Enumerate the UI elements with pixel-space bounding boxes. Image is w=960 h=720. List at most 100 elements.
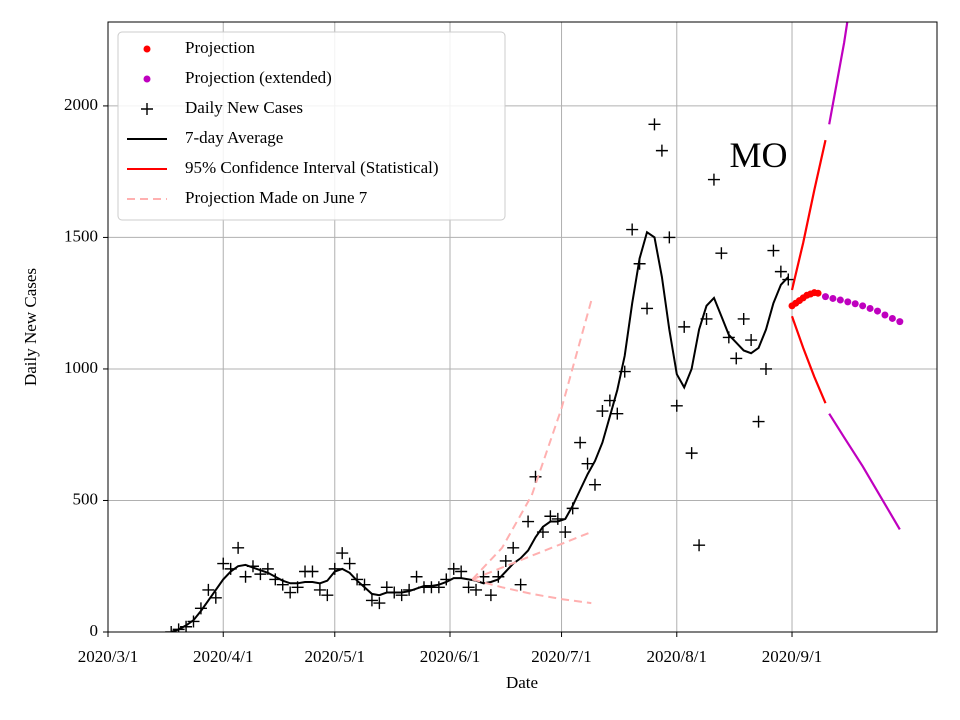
x-tick-label: 2020/6/1	[420, 647, 480, 666]
legend-symbol	[143, 45, 151, 53]
legend-label: Daily New Cases	[185, 98, 303, 117]
case-marker	[284, 586, 297, 599]
legend-symbol	[143, 75, 151, 83]
projection-dot	[829, 294, 837, 302]
y-tick-label: 2000	[64, 95, 98, 114]
case-marker	[343, 557, 356, 570]
case-marker	[306, 565, 319, 578]
case-marker	[767, 244, 780, 257]
legend-label: 95% Confidence Interval (Statistical)	[185, 158, 439, 177]
x-axis-label: Date	[506, 673, 538, 692]
x-tick-label: 2020/3/1	[78, 647, 138, 666]
case-marker	[581, 457, 594, 470]
case-marker	[462, 581, 475, 594]
legend-label: Projection Made on June 7	[185, 188, 368, 207]
case-marker	[336, 547, 349, 560]
projection-dot	[888, 314, 896, 322]
case-marker	[782, 273, 795, 286]
y-tick-label: 500	[73, 489, 99, 508]
case-marker	[670, 399, 683, 412]
legend-symbol	[141, 103, 153, 115]
legend: Projection Projection (extended) Daily New…	[117, 31, 506, 221]
x-tick-label: 2020/4/1	[193, 647, 253, 666]
case-marker	[626, 223, 639, 236]
ci-lower	[828, 413, 901, 530]
june-projection	[471, 300, 593, 581]
case-marker	[752, 415, 765, 428]
y-axis-label: Daily New Cases	[21, 268, 40, 386]
legend-label: Projection (extended)	[185, 68, 332, 87]
x-tick-label: 2020/5/1	[305, 647, 365, 666]
case-marker	[395, 589, 408, 602]
case-marker	[202, 583, 215, 596]
case-marker	[165, 626, 178, 632]
case-marker	[507, 541, 520, 554]
plot-area	[165, 22, 904, 632]
case-marker	[499, 554, 512, 567]
annotation: MO	[730, 135, 788, 175]
case-marker	[209, 591, 222, 604]
case-marker	[455, 565, 468, 578]
case-marker	[663, 231, 676, 244]
case-marker	[529, 470, 542, 483]
case-marker	[737, 312, 750, 325]
projection-dot	[851, 300, 859, 308]
case-marker	[492, 570, 505, 583]
case-marker	[715, 247, 728, 260]
case-marker	[730, 352, 743, 365]
june-projection	[472, 578, 592, 605]
case-marker	[759, 362, 772, 375]
case-marker	[470, 583, 483, 596]
case-marker	[693, 539, 706, 552]
projection-dot	[859, 302, 867, 310]
projection-dot	[866, 304, 874, 312]
y-tick-label: 1000	[64, 358, 98, 377]
case-marker	[432, 581, 445, 594]
plot-frame	[107, 21, 938, 633]
case-marker	[596, 405, 609, 418]
case-marker	[217, 557, 230, 570]
case-marker	[187, 615, 200, 628]
projection-dot	[896, 318, 904, 326]
ci-upper	[790, 139, 827, 291]
case-marker	[239, 570, 252, 583]
x-tick-label: 2020/9/1	[762, 647, 822, 666]
case-marker	[522, 515, 535, 528]
case-marker	[707, 173, 720, 186]
june-projection	[471, 531, 592, 581]
legend-label: Projection	[185, 38, 255, 57]
case-marker	[745, 334, 758, 347]
case-marker	[641, 302, 654, 315]
case-marker	[321, 589, 334, 602]
x-tick-label: 2020/8/1	[647, 647, 707, 666]
y-tick-label: 1500	[64, 226, 98, 245]
legend-label: 7-day Average	[185, 128, 283, 147]
case-marker	[410, 570, 423, 583]
ci-upper	[828, 22, 849, 125]
legend-box	[117, 31, 506, 221]
case-marker	[678, 320, 691, 333]
case-marker	[365, 594, 378, 607]
case-marker	[313, 583, 326, 596]
case-marker	[648, 118, 661, 131]
projection-dot	[814, 289, 822, 297]
case-marker	[559, 526, 572, 539]
case-marker	[551, 512, 564, 525]
projection-dot	[821, 293, 829, 301]
case-marker	[655, 144, 668, 157]
case-marker	[514, 578, 527, 591]
case-marker	[574, 436, 587, 449]
ci-lower	[790, 315, 827, 404]
projection-dot	[836, 296, 844, 304]
projection-dot	[844, 298, 852, 306]
case-marker	[484, 589, 497, 602]
case-marker	[380, 581, 393, 594]
case-marker	[774, 265, 787, 278]
case-marker	[685, 447, 698, 460]
case-marker	[447, 562, 460, 575]
case-marker	[544, 510, 557, 523]
case-marker	[373, 597, 386, 610]
case-marker	[611, 407, 624, 420]
case-marker	[232, 541, 245, 554]
